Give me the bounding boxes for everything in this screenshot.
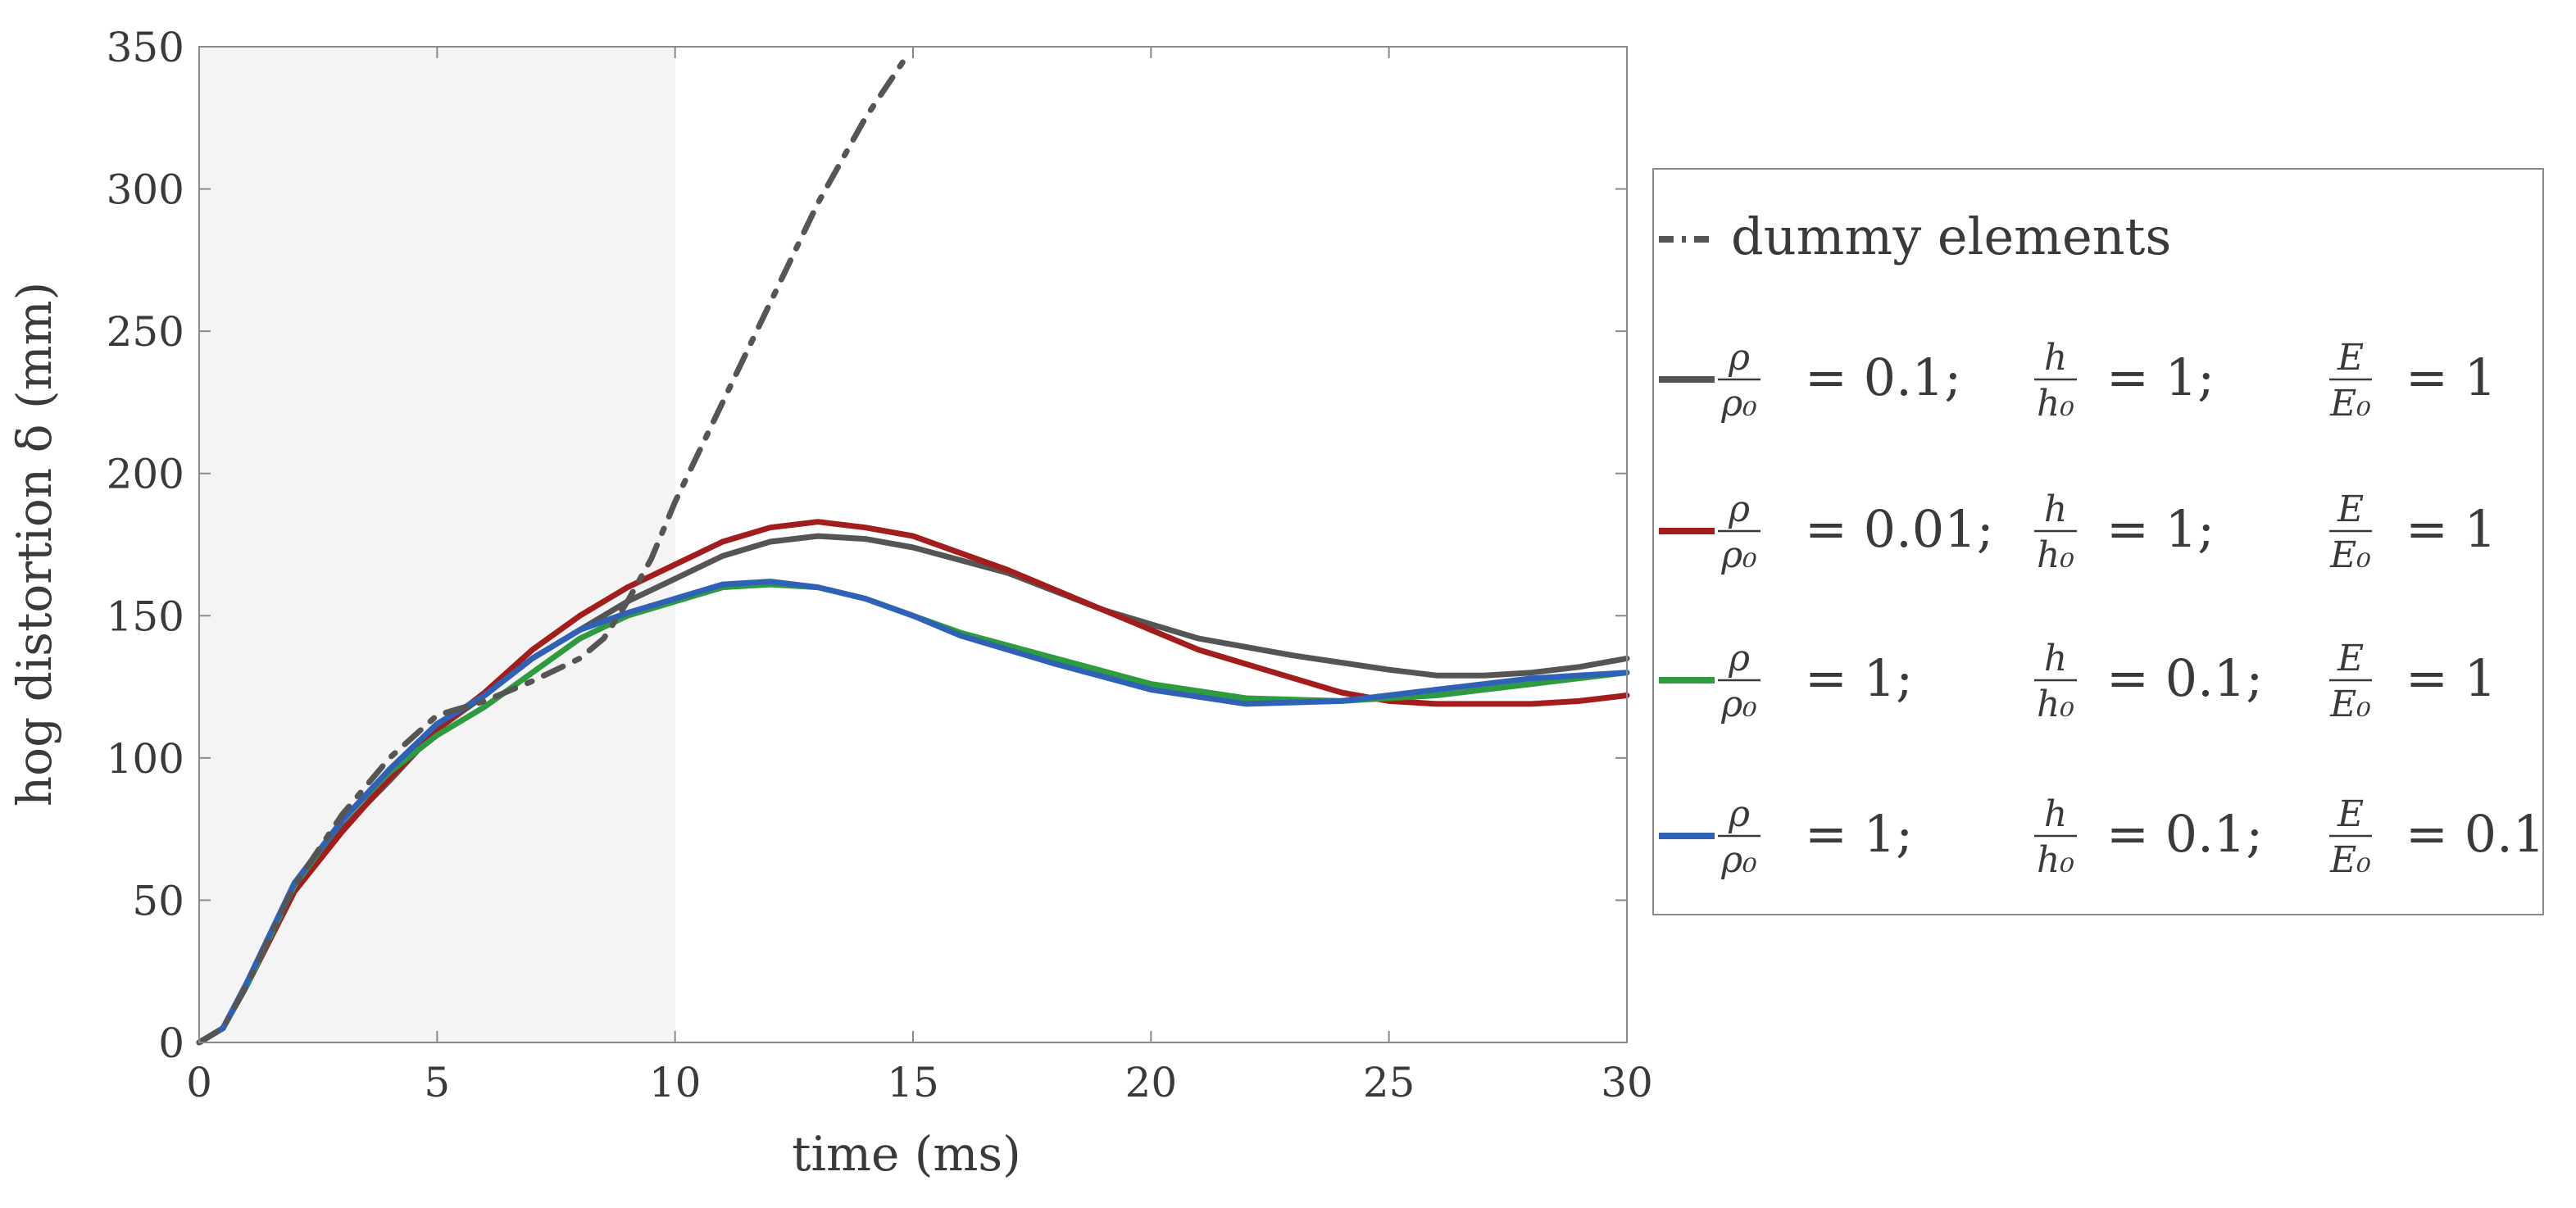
frac-rho-denominator: ρ₀	[1720, 534, 1757, 576]
frac-h-numerator: h	[2044, 488, 2067, 530]
frac-rho-denominator: ρ₀	[1720, 383, 1757, 425]
y-tick-label: 100	[107, 735, 184, 783]
y-tick-label: 0	[158, 1020, 184, 1067]
frac-E-denominator: E₀	[2329, 383, 2371, 425]
series-line-rho-0.01	[196, 519, 1630, 1046]
frac-E-numerator: E	[2337, 337, 2364, 379]
x-tick-label: 15	[887, 1059, 939, 1106]
frac-h-denominator: h₀	[2037, 383, 2074, 425]
legend-entry-rho-0.1: ρρ₀ = 0.1; hh₀ = 1; EE₀ = 1	[1659, 337, 2496, 425]
frac-h-denominator: h₀	[2037, 683, 2074, 725]
x-axis-label: time (ms)	[792, 1126, 1021, 1182]
x-tick-label: 0	[186, 1059, 212, 1106]
frac-rho-denominator: ρ₀	[1720, 839, 1757, 881]
legend-E-value-2: = 1	[2406, 499, 2496, 559]
frac-h-numerator: h	[2044, 337, 2067, 379]
frac-rho-numerator: ρ	[1728, 337, 1750, 379]
legend-entry-rho-0.01: ρρ₀ = 0.01; hh₀ = 1; EE₀ = 1	[1659, 488, 2496, 576]
legend-box	[1652, 168, 2544, 915]
frac-h-numerator: h	[2044, 793, 2067, 835]
frac-E-numerator: E	[2337, 638, 2364, 679]
y-tick-label: 50	[132, 877, 184, 924]
y-axis-label: hog distortion δ (mm)	[7, 282, 62, 806]
legend-h-value-1: = 1;	[2106, 347, 2215, 407]
x-tick-label: 5	[424, 1059, 450, 1106]
legend-h-value-3: = 0.1;	[2106, 648, 2263, 708]
frac-h-numerator: h	[2044, 638, 2067, 679]
x-tick-label: 25	[1363, 1059, 1415, 1106]
y-tick-label: 350	[107, 24, 184, 71]
frac-E-denominator: E₀	[2329, 839, 2371, 881]
axes-frame	[198, 46, 1628, 1043]
y-tick-label: 150	[107, 593, 184, 640]
legend: dummy elements ρρ₀ = 0.1; hh₀ = 1; EE₀ =…	[1652, 168, 2545, 915]
shaded-region	[199, 47, 675, 1042]
series-group	[196, 57, 1630, 1046]
frac-h-denominator: h₀	[2037, 839, 2074, 881]
legend-E-value-3: = 1	[2406, 648, 2496, 708]
frac-rho-denominator: ρ₀	[1720, 683, 1757, 725]
frac-E-denominator: E₀	[2329, 534, 2371, 576]
legend-h-value-2: = 1;	[2106, 499, 2215, 559]
legend-rho-value-4: = 1;	[1805, 804, 1913, 864]
legend-entry-E-0.1: ρρ₀ = 1; hh₀ = 0.1; EE₀ = 0.1	[1659, 793, 2545, 881]
legend-rho-value-1: = 0.1;	[1805, 347, 1961, 407]
x-tick-label: 20	[1125, 1059, 1178, 1106]
legend-E-value-1: = 1	[2406, 347, 2496, 407]
legend-rho-value-3: = 1;	[1805, 648, 1913, 708]
legend-rho-value-2: = 0.01;	[1805, 499, 1994, 559]
frac-rho-numerator: ρ	[1728, 638, 1750, 679]
y-tick-label: 200	[107, 451, 184, 498]
x-tick-label: 30	[1601, 1059, 1653, 1106]
frac-E-numerator: E	[2337, 488, 2364, 530]
series-line-E-0.1	[196, 579, 1630, 1046]
legend-label-dummy: dummy elements	[1731, 207, 2171, 266]
frac-rho-numerator: ρ	[1728, 793, 1750, 835]
x-tick-label: 10	[649, 1059, 702, 1106]
frac-h-denominator: h₀	[2037, 534, 2074, 576]
frac-rho-numerator: ρ	[1728, 488, 1750, 530]
legend-entry-h-0.1: ρρ₀ = 1; hh₀ = 0.1; EE₀ = 1	[1659, 638, 2496, 725]
legend-E-value-4: = 0.1	[2406, 804, 2545, 864]
series-line-dummy-elements	[196, 57, 906, 1046]
y-tick-label: 300	[107, 166, 184, 214]
legend-h-value-4: = 0.1;	[2106, 804, 2263, 864]
frac-E-denominator: E₀	[2329, 683, 2371, 725]
y-tick-label: 250	[107, 308, 184, 356]
frac-E-numerator: E	[2337, 793, 2364, 835]
